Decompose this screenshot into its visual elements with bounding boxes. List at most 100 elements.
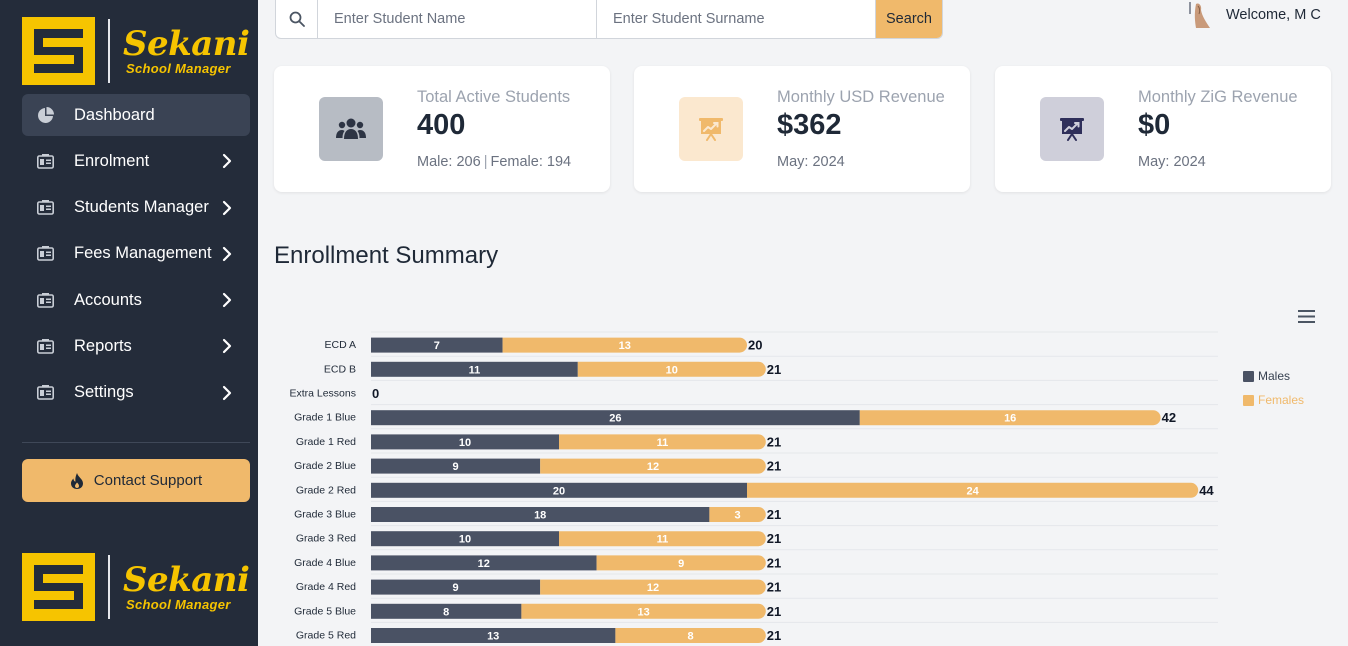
sidebar-item-fees-management[interactable]: Fees Management [22,233,250,275]
search-button[interactable]: Search [876,0,942,38]
stat-value: $0 [1138,109,1171,141]
bar-males [371,628,616,643]
search-icon-box[interactable] [276,0,318,38]
total-label: 21 [767,555,781,570]
total-label: 21 [767,434,781,449]
contact-support-label: Contact Support [93,472,203,489]
bar-females [502,337,747,353]
category-label: Grade 2 Red [296,484,356,496]
data-label-females: 13 [619,340,631,352]
avatar [1186,0,1212,30]
category-label: Grade 5 Red [296,630,356,642]
brand-subtitle: School Manager [126,597,231,612]
category-label: Grade 4 Blue [294,557,356,569]
total-label: 0 [372,386,379,401]
data-label-females: 12 [647,461,659,473]
total-label: 21 [767,604,781,619]
bar-females [521,603,766,619]
total-label: 21 [767,507,781,522]
bar-females [559,434,766,450]
sidebar-item-enrolment[interactable]: Enrolment [22,140,250,182]
stat-value: $362 [777,109,842,141]
sidebar-item-label: Reports [74,336,132,355]
male-count: Male: 206 [417,154,481,170]
id-card-icon [36,337,54,355]
data-label-females: 16 [1004,413,1016,425]
id-card-icon [36,291,54,309]
id-card-icon [36,152,54,170]
chevron-right-icon [222,154,232,169]
sidebar-item-reports[interactable]: Reports [22,325,250,367]
pie-chart-icon [36,106,54,124]
sidebar-item-students-manager[interactable]: Students Manager [22,187,250,229]
category-label: Grade 4 Red [296,581,356,593]
presentation-chart-icon [699,118,723,141]
sidebar-item-accounts[interactable]: Accounts [22,279,250,321]
data-label-males: 12 [478,558,490,570]
bar-males [371,434,559,450]
sidebar-item-label: Fees Management [74,244,212,263]
data-label-males: 10 [459,534,471,546]
legend-label: Males [1258,369,1291,383]
category-label: Grade 2 Blue [294,460,356,472]
bar-females [559,531,766,547]
total-label: 21 [767,531,781,546]
student-search-bar: Search [275,0,943,39]
brand-subtitle: School Manager [126,61,231,76]
sidebar-item-label: Students Manager [74,198,209,217]
data-label-females: 24 [966,485,979,497]
user-menu[interactable]: Welcome, M C [1186,0,1321,30]
total-label: 21 [767,362,781,377]
logo-mark-icon [22,17,95,85]
stat-title: Monthly ZiG Revenue [1138,88,1298,106]
data-label-females: 11 [657,534,669,546]
stat-sub: May: 2024 [1138,154,1206,170]
bar-males [371,410,860,426]
student-surname-input[interactable] [613,11,875,27]
sidebar-divider [22,442,250,443]
bar-females [859,410,1161,426]
brand-name: Sekani [123,560,250,600]
legend-swatch [1243,394,1254,406]
category-label: Grade 5 Blue [294,605,356,617]
id-card-icon [36,384,54,402]
sidebar-item-dashboard[interactable]: Dashboard [22,94,250,136]
users-icon [336,118,366,139]
bar-males [371,579,541,595]
student-surname-field [597,0,876,38]
data-label-females: 11 [657,437,669,449]
sidebar-item-label: Settings [74,383,134,402]
sidebar-item-settings[interactable]: Settings [22,372,250,414]
data-label-females: 9 [678,558,684,570]
bar-females [577,361,766,377]
sidebar-item-label: Accounts [74,290,142,309]
stat-sub: Male: 206 | Female: 194 [417,154,572,170]
data-label-females: 8 [688,631,694,643]
data-label-males: 9 [453,582,459,594]
bar-females [615,628,766,643]
data-label-females: 10 [666,364,678,376]
legend-item-females[interactable]: Females [1243,393,1304,407]
brand-logo[interactable]: Sekani School Manager [22,17,250,85]
welcome-text: Welcome, M C [1226,7,1321,23]
sidebar: Sekani School Manager Dashboard Enrolment… [0,0,258,646]
chevron-right-icon [222,385,232,400]
stat-value: 400 [417,109,466,141]
contact-support-button[interactable]: Contact Support [22,459,250,502]
total-label: 21 [767,580,781,595]
data-label-males: 18 [534,510,546,522]
category-label: Grade 1 Blue [294,412,356,424]
data-label-males: 9 [453,461,459,473]
chevron-right-icon [222,246,232,261]
student-name-input[interactable] [334,11,596,27]
data-label-females: 12 [647,582,659,594]
sidebar-item-label: Dashboard [74,105,155,124]
chevron-right-icon [222,200,232,215]
total-label: 21 [767,459,781,474]
data-label-males: 11 [469,364,481,376]
brand-name: Sekani [123,24,250,64]
bar-females [596,555,766,571]
legend-item-males[interactable]: Males [1243,369,1304,383]
chart-menu-icon[interactable] [1298,310,1315,323]
category-label: Grade 1 Red [296,436,356,448]
